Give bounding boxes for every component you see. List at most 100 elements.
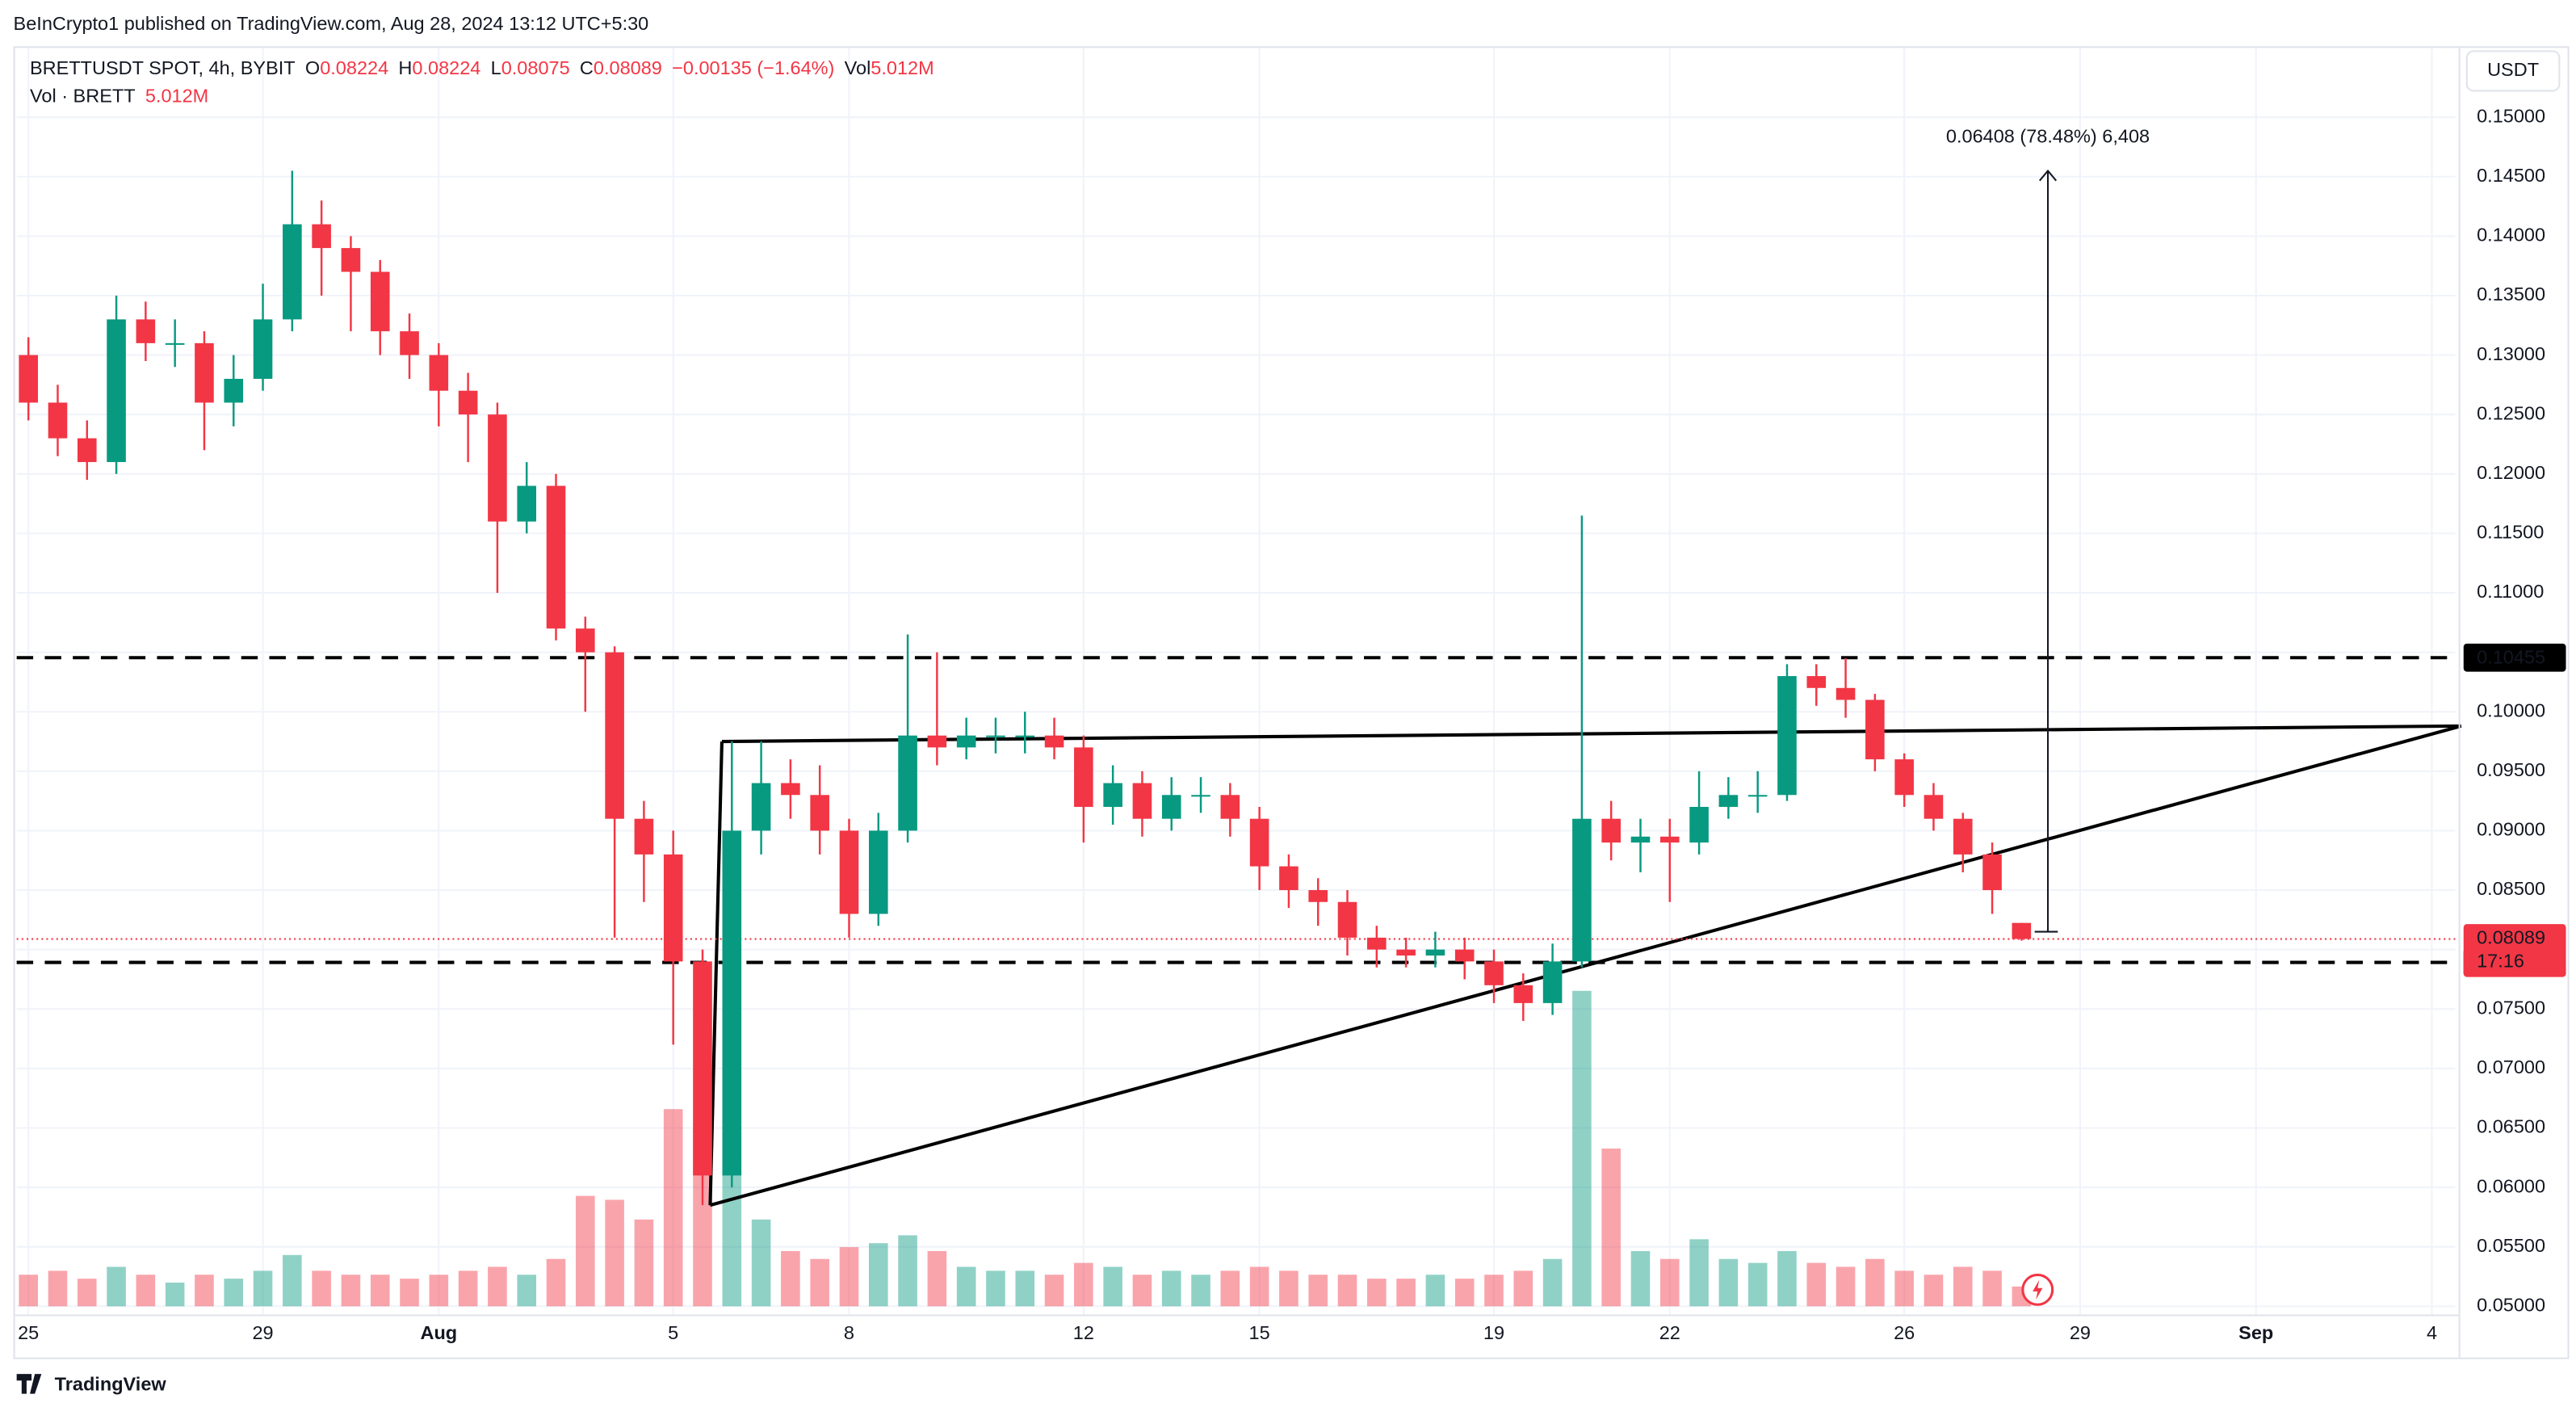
- candles-layer: [19, 170, 2032, 1206]
- x-tick-label: 29: [2070, 1322, 2091, 1343]
- candle-body: [1161, 795, 1181, 819]
- volume-bar: [1396, 1279, 1416, 1307]
- candle-body: [1836, 687, 1856, 700]
- volume-bar: [1191, 1275, 1210, 1307]
- volume-bar: [341, 1275, 361, 1307]
- lines-layer: 0.06408 (78.48%) 6,408: [16, 126, 2462, 1208]
- candle-body: [107, 319, 126, 463]
- y-tick-label: 0.07500: [2477, 997, 2545, 1018]
- volume-bar: [1865, 1258, 1885, 1307]
- candle-body: [19, 355, 38, 403]
- change: −0.00135 (−1.64%): [672, 57, 834, 78]
- candle-body: [1865, 699, 1885, 760]
- volume-bar: [722, 1156, 742, 1307]
- candle-body: [634, 818, 654, 855]
- candle-body: [488, 414, 507, 522]
- brand: TradingView: [16, 1374, 167, 1395]
- volume-bar: [1630, 1250, 1651, 1307]
- volume-bar: [1015, 1270, 1035, 1307]
- countdown: 17:16: [2477, 950, 2524, 971]
- y-tick-label: 0.06500: [2477, 1116, 2545, 1137]
- candle-body: [1982, 854, 2002, 891]
- candle-body: [663, 854, 683, 962]
- grid-layer: [16, 48, 2456, 1315]
- event-icon-bolt: [2033, 1279, 2043, 1300]
- candle-body: [956, 735, 976, 748]
- candle-body: [1015, 735, 1035, 737]
- volume-bar: [898, 1235, 917, 1307]
- candle-body: [1718, 795, 1739, 807]
- candle-body: [1396, 949, 1416, 956]
- candle-body: [1513, 985, 1533, 1003]
- volume-bar: [224, 1279, 244, 1307]
- candle-body: [1894, 759, 1914, 796]
- trend-line: [708, 741, 724, 1206]
- currency-button[interactable]: [2465, 50, 2561, 92]
- candle-body: [898, 735, 917, 831]
- candle-body: [48, 402, 68, 439]
- volume-bar: [1689, 1239, 1709, 1307]
- trend-line: [709, 724, 2462, 1208]
- y-tick-label: 0.09000: [2477, 819, 2545, 840]
- y-tick-label: 0.07000: [2477, 1056, 2545, 1077]
- volume-bar: [1337, 1275, 1357, 1307]
- candle-body: [1953, 818, 1973, 855]
- candle-body: [576, 628, 595, 653]
- volume-bar: [1484, 1275, 1504, 1307]
- volume-bar: [1367, 1279, 1387, 1307]
- volume-bar: [1249, 1266, 1269, 1307]
- volume-bar: [19, 1275, 38, 1307]
- candle-body: [810, 795, 829, 831]
- x-tick-label: 29: [252, 1322, 273, 1343]
- candle-body: [1806, 676, 1827, 688]
- candle-body: [77, 438, 97, 463]
- volume-bar: [605, 1199, 624, 1307]
- candle-body: [927, 735, 947, 748]
- symbol: BRETTUSDT SPOT, 4h, BYBIT: [30, 57, 296, 78]
- x-tick-label: 12: [1073, 1322, 1094, 1343]
- candle-body: [1249, 818, 1269, 867]
- y-tick-label: 0.14500: [2477, 165, 2545, 186]
- l-value: 0.08075: [501, 57, 570, 78]
- y-tick-label: 0.05000: [2477, 1294, 2545, 1315]
- candle-body: [1747, 795, 1768, 797]
- volume-bar: [370, 1275, 390, 1307]
- c-value: 0.08089: [594, 57, 662, 78]
- candle-body: [458, 390, 478, 415]
- candle-body: [1601, 818, 1621, 843]
- volume-bar: [1747, 1262, 1768, 1307]
- candle-body: [1454, 949, 1475, 962]
- volume-bar: [488, 1266, 507, 1307]
- volume-bar: [1924, 1275, 1944, 1307]
- candle-body: [1279, 866, 1298, 891]
- price-tag: [2463, 924, 2566, 977]
- candle-body: [253, 319, 273, 380]
- volume-bar: [986, 1270, 1005, 1307]
- vol-label: Vol: [845, 57, 871, 78]
- volume-bar: [634, 1219, 654, 1307]
- brand-name: TradingView: [55, 1374, 167, 1395]
- volume-bar: [1132, 1275, 1152, 1307]
- candle-body: [1308, 890, 1328, 902]
- candle-body: [1367, 937, 1387, 950]
- candle-body: [165, 342, 185, 345]
- volume-bar: [1659, 1258, 1680, 1307]
- y-tick-label: 0.15000: [2477, 105, 2545, 126]
- volume-series-value: 5.012M: [145, 86, 208, 107]
- candle-body: [1572, 818, 1592, 962]
- published: BeInCrypto1 published on TradingView.com…: [14, 13, 649, 34]
- candle-body: [1777, 676, 1797, 796]
- volume-bar: [868, 1243, 888, 1307]
- candle-body: [1103, 783, 1122, 807]
- y-tick-label: 0.09500: [2477, 759, 2545, 780]
- axis-layer: 0.05000 0.05500 0.06000 0.06500 0.07000 0.075…: [15, 48, 2566, 1358]
- measure-arrow: [2038, 169, 2058, 182]
- candle-body: [868, 830, 888, 914]
- measure-label: 0.06408 (78.48%) 6,408: [1946, 126, 2150, 147]
- volume-bar: [576, 1195, 595, 1307]
- candle-body: [781, 783, 800, 796]
- x-tick-label: 5: [668, 1322, 678, 1343]
- volume-bar: [1953, 1266, 1973, 1307]
